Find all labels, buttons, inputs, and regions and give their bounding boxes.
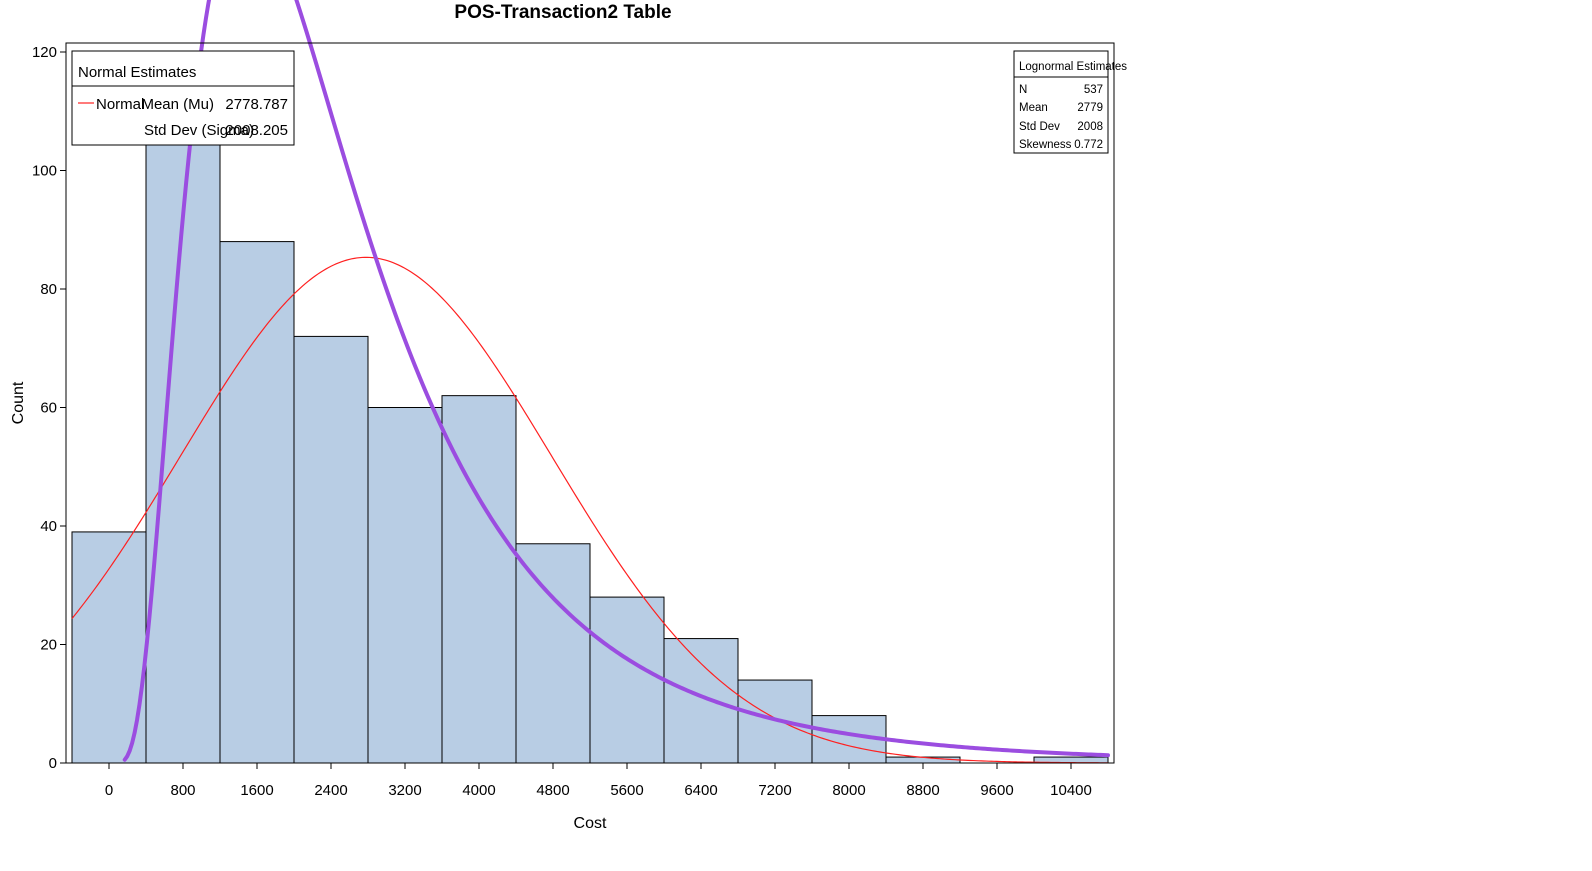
- histogram-bar: [663, 638, 739, 764]
- histogram-bar: [71, 531, 147, 764]
- lognormal-legend-mean-value: 2779: [1077, 102, 1103, 114]
- lognormal-legend-skewness-label: Skewness: [1019, 139, 1072, 151]
- y-tick-label: 40: [40, 518, 57, 535]
- normal-density-curve: [71, 256, 1109, 764]
- y-tick-label: 80: [40, 281, 57, 298]
- normal-legend-title: Normal Estimates: [78, 64, 196, 81]
- x-tick-label: 8800: [906, 782, 939, 799]
- lognormal-estimates-legend: Lognormal Estimates N 537 Mean 2779 Std …: [1013, 50, 1127, 154]
- normal-legend-mean-value: 2778.787: [225, 96, 288, 113]
- x-axis-label: Cost: [574, 815, 607, 832]
- x-tick-label: 8000: [832, 782, 865, 799]
- x-tick-label: 4000: [462, 782, 495, 799]
- lognormal-density-curve: [122, 0, 1110, 762]
- y-tick-label: 120: [32, 44, 57, 61]
- histogram-bar: [515, 543, 591, 764]
- histogram-bar: [589, 596, 665, 764]
- y-axis-label: Count: [10, 381, 27, 424]
- x-tick-label: 800: [170, 782, 195, 799]
- x-tick-label: 7200: [758, 782, 791, 799]
- x-tick-label: 0: [105, 782, 113, 799]
- x-tick-label: 1600: [240, 782, 273, 799]
- histogram-bar: [293, 335, 369, 764]
- x-tick-label: 6400: [684, 782, 717, 799]
- histogram-bar: [145, 134, 221, 764]
- normal-legend-series-label: Normal: [96, 96, 144, 113]
- lognormal-legend-sd-value: 2008: [1077, 121, 1103, 133]
- x-tick-label: 9600: [980, 782, 1013, 799]
- normal-estimates-legend: Normal Estimates Normal Mean (Mu) 2778.7…: [71, 50, 295, 146]
- x-tick-label: 4800: [536, 782, 569, 799]
- plot-frame: [65, 42, 1115, 764]
- x-tick-label: 10400: [1050, 782, 1092, 799]
- y-tick-label: 20: [40, 637, 57, 654]
- curves-group: [71, 0, 1110, 764]
- lognormal-legend-mean-label: Mean: [1019, 102, 1048, 114]
- lognormal-legend-skewness-value: 0.772: [1074, 139, 1103, 151]
- histogram-bar: [219, 241, 295, 764]
- lognormal-legend-title: Lognormal Estimates: [1019, 61, 1127, 73]
- histogram-bar: [885, 756, 961, 764]
- lognormal-legend-sd-label: Std Dev: [1019, 121, 1060, 133]
- normal-legend-sd-value: 2008.205: [225, 122, 288, 139]
- chart-title: POS-Transaction2 Table: [454, 2, 671, 23]
- lognormal-legend-box: [1013, 50, 1109, 154]
- y-axis: 0 20 40 60 80 100 120: [32, 44, 66, 772]
- y-tick-label: 100: [32, 163, 57, 180]
- histogram-bar: [367, 407, 443, 764]
- x-tick-label: 3200: [388, 782, 421, 799]
- normal-legend-box: [71, 50, 295, 146]
- normal-legend-sd-label: Std Dev (Sigma): [144, 122, 254, 139]
- x-tick-label: 2400: [314, 782, 347, 799]
- x-tick-label: 5600: [610, 782, 643, 799]
- y-tick-label: 60: [40, 400, 57, 417]
- x-axis: 0 800 1600 2400 3200 4000 4800 5600 6400 7200 8000…: [105, 763, 1092, 799]
- histogram-bar: [737, 679, 813, 764]
- normal-legend-mean-label: Mean (Mu): [141, 96, 214, 113]
- lognormal-legend-n-value: 537: [1084, 84, 1103, 96]
- bars-group: [71, 134, 1109, 764]
- y-tick-label: 0: [49, 755, 57, 772]
- lognormal-legend-n-label: N: [1019, 84, 1027, 96]
